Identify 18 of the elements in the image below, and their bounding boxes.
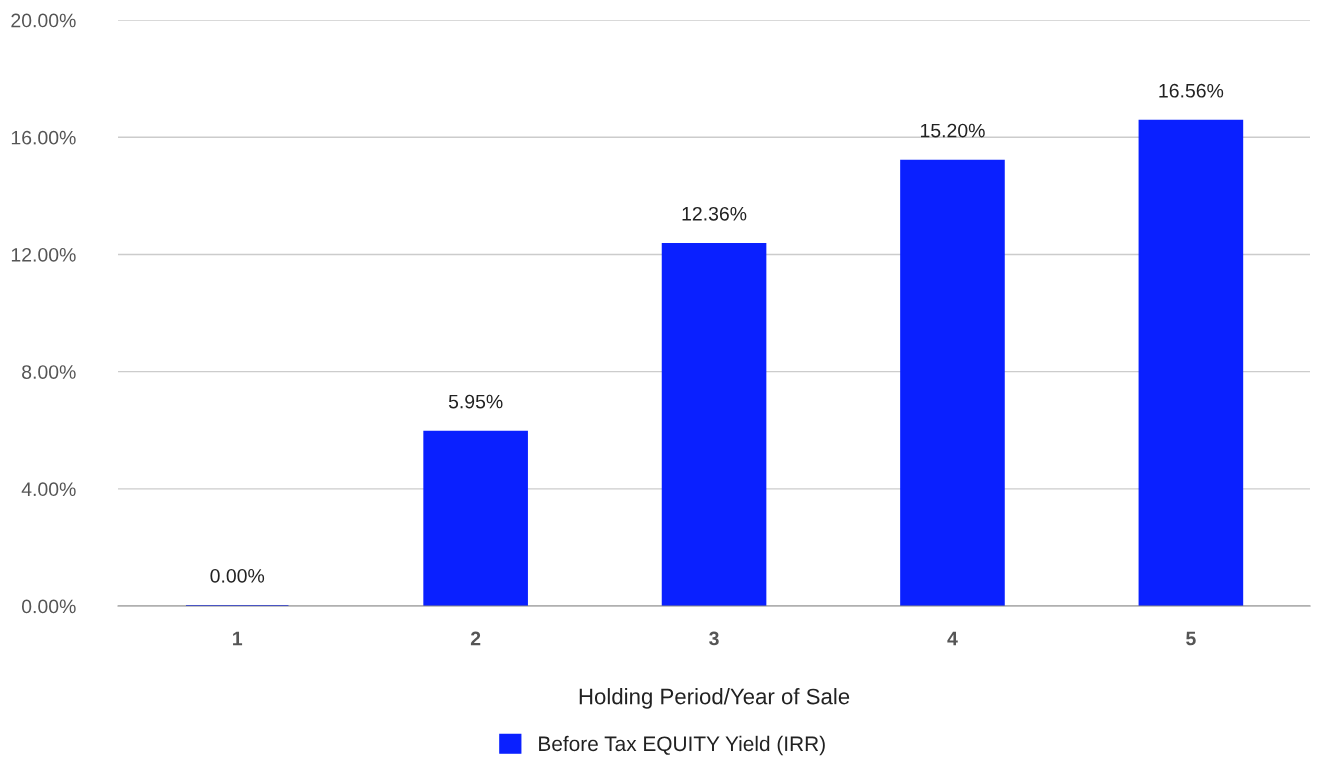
x-tick-label: 5 xyxy=(1186,631,1196,646)
data-label: 16.56% xyxy=(1159,83,1224,98)
x-tick-label: 1 xyxy=(233,631,243,646)
y-tick-label: 4.00% xyxy=(21,482,76,497)
y-tick-label: 12.00% xyxy=(11,247,76,262)
x-tick-label: 2 xyxy=(470,631,481,646)
x-tick-label: 3 xyxy=(709,631,719,646)
data-label: 15.20% xyxy=(920,123,985,138)
legend-label: Before Tax EQUITY Yield (IRR) xyxy=(539,735,825,756)
x-tick-label: 4 xyxy=(947,631,958,646)
y-tick-label: 8.00% xyxy=(22,365,76,379)
x-axis-title: Holding Period/Year of Sale xyxy=(579,688,850,709)
y-tick-label: 20.00% xyxy=(11,13,76,28)
data-label: 5.95% xyxy=(448,394,503,409)
y-tick-label: 0.00% xyxy=(21,599,76,614)
data-label: 0.00% xyxy=(210,568,265,583)
y-tick-label: 16.00% xyxy=(11,130,76,145)
data-label: 12.36% xyxy=(682,206,747,221)
